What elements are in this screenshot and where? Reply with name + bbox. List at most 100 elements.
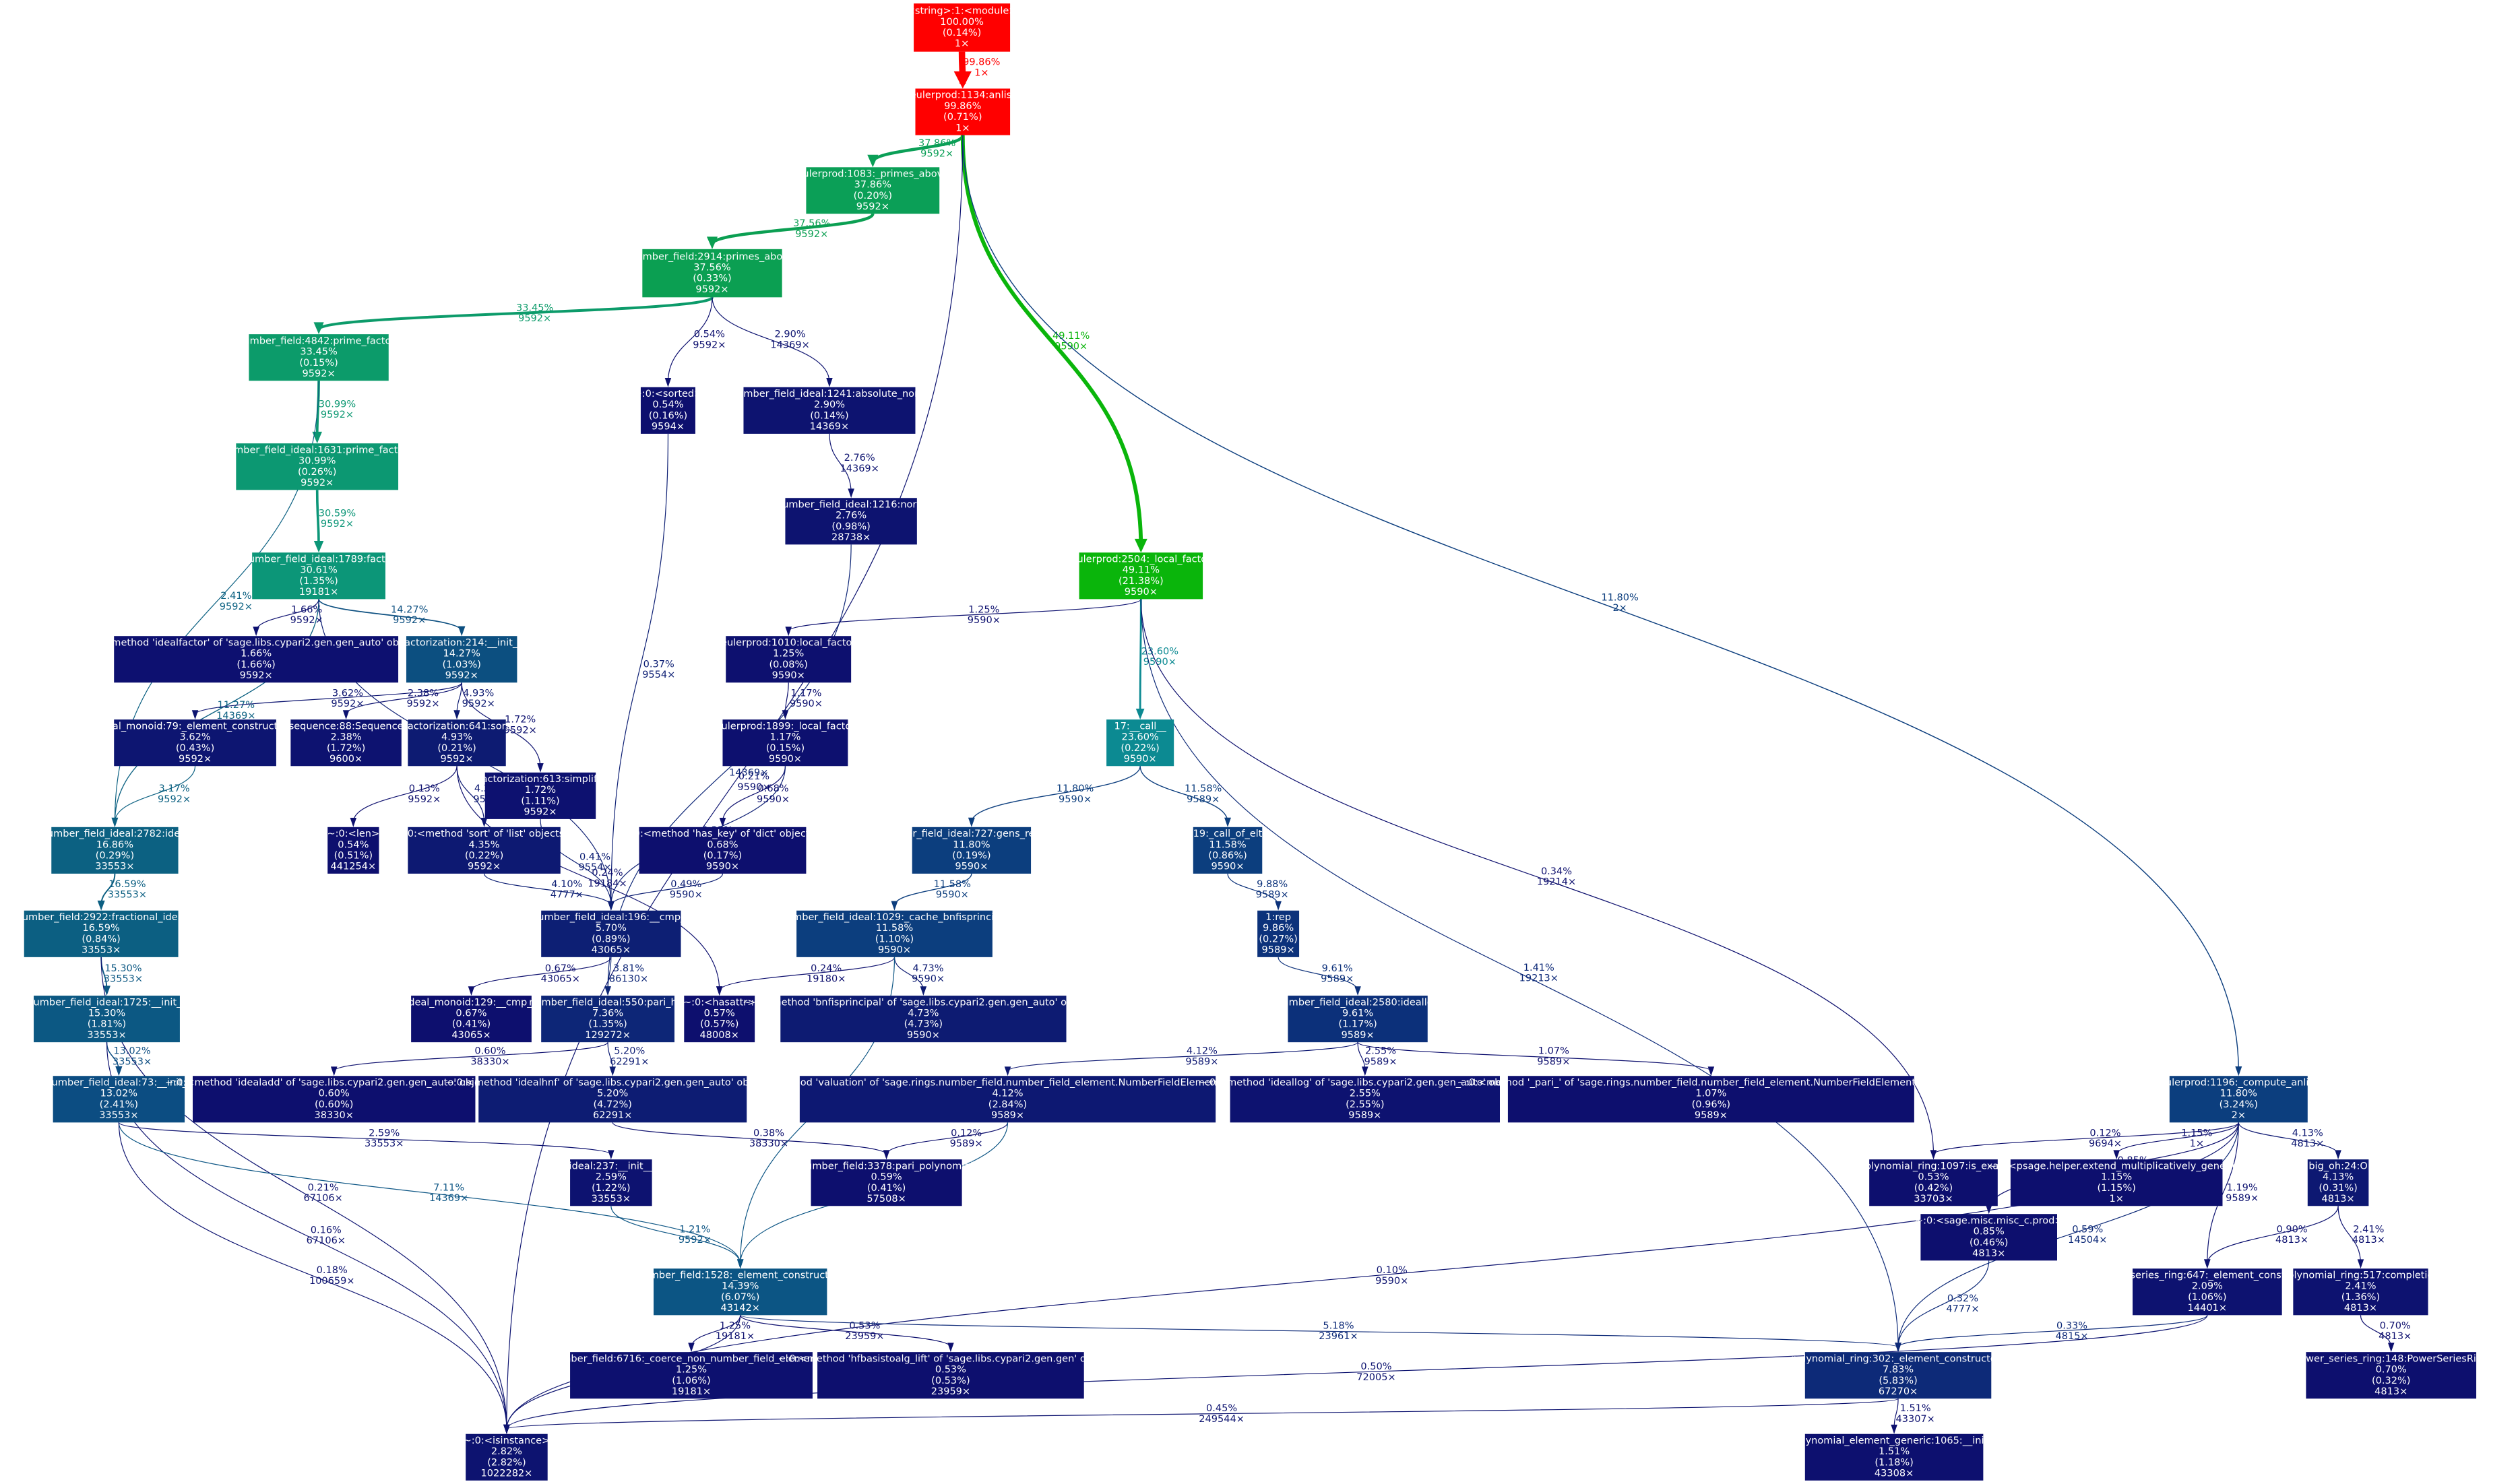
edge-arrow xyxy=(313,322,324,335)
edge xyxy=(1007,1041,1358,1072)
node-label: 1× xyxy=(955,123,970,133)
node-label: ideal:237:__init__ xyxy=(569,1161,654,1171)
edge-label: 0.90% xyxy=(2276,1224,2307,1235)
node-label: power_series_ring:647:_element_construct… xyxy=(2095,1270,2320,1281)
edge xyxy=(318,599,463,632)
edge-arrow xyxy=(848,488,854,498)
edge-label: 4.73% xyxy=(912,963,943,974)
edge-arrow xyxy=(453,710,460,720)
edge-arrow xyxy=(312,431,322,444)
node-label: number_field:4842:prime_factors xyxy=(237,335,400,346)
node-label: 9592× xyxy=(856,201,889,212)
node-label: factorization:214:__init__ xyxy=(401,637,523,648)
edge-label: 86130× xyxy=(609,974,648,985)
node-label: 9590× xyxy=(1211,862,1244,872)
edge-label: 72005× xyxy=(1356,1372,1395,1383)
edge-arrow xyxy=(115,1066,123,1076)
edge-label: 4.13% xyxy=(2292,1128,2323,1138)
node xyxy=(743,387,916,434)
node-label: 0.59% xyxy=(871,1172,902,1183)
edge-label: 1.07% xyxy=(1538,1046,1569,1057)
edge-label: 4.12% xyxy=(1187,1046,1218,1057)
node xyxy=(799,1076,1216,1123)
edge-label: 67106× xyxy=(307,1235,346,1246)
node-label: polynomial_ring:517:completion xyxy=(2281,1270,2439,1281)
node-label: (0.60%) xyxy=(315,1099,353,1110)
edge-label: 33553× xyxy=(108,890,147,901)
node-label: polynomial_ring:302:_element_constructor… xyxy=(1791,1353,2005,1364)
node-label: 67270× xyxy=(1879,1386,1918,1397)
node-label: (0.08%) xyxy=(769,659,807,670)
node-label: 7.83% xyxy=(1883,1365,1914,1376)
node xyxy=(1804,1352,1992,1399)
node-label: 23.60% xyxy=(1121,732,1158,743)
edge-arrow xyxy=(313,541,324,553)
node-label: (1.22%) xyxy=(592,1183,630,1194)
node-label: ~:0:<method 'ideallog' of 'sage.libs.cyp… xyxy=(1198,1077,1532,1088)
node-label: (0.22%) xyxy=(1121,743,1159,754)
edge-label: 23961× xyxy=(1319,1331,1358,1342)
node-label: 9590× xyxy=(1124,754,1157,765)
node-label: (5.83%) xyxy=(1879,1376,1917,1386)
edge-label: 9589× xyxy=(1537,1056,1570,1067)
node-label: ~:0:<method 'has_key' of 'dict' objects> xyxy=(623,829,823,839)
edge-arrow xyxy=(1275,901,1282,911)
edge xyxy=(610,873,724,906)
edge-arrow xyxy=(782,710,789,720)
edge-arrow xyxy=(503,1424,510,1434)
node-label: (1.35%) xyxy=(588,1019,627,1030)
node-label: 2.76% xyxy=(836,511,867,521)
node xyxy=(24,910,179,957)
node-label: factorization:641:sort xyxy=(404,721,510,732)
edge-arrow xyxy=(1891,1424,1897,1434)
node-label: (0.19%) xyxy=(952,850,990,861)
edge xyxy=(667,297,713,383)
node-label: 1.66% xyxy=(241,649,272,659)
edge-arrow xyxy=(953,71,972,89)
node-label: ideal_monoid:129:__cmp__ xyxy=(406,997,537,1008)
edge-label: 0.54% xyxy=(694,329,725,340)
edge-label: 1.66% xyxy=(291,604,322,615)
node-label: 441254× xyxy=(331,862,377,872)
edge-label: 0.12% xyxy=(951,1128,982,1138)
node-label: (0.32%) xyxy=(2372,1376,2410,1386)
node-label: 19181× xyxy=(672,1386,711,1397)
edge xyxy=(1897,1314,2208,1348)
edge xyxy=(893,957,924,991)
node-label: (0.89%) xyxy=(592,934,630,944)
edge-label: 0.41% xyxy=(579,851,610,862)
edge-label: 37.56% xyxy=(793,218,830,229)
node-label: 13.02% xyxy=(100,1089,137,1099)
edge-arrow xyxy=(1930,1150,1937,1160)
node xyxy=(541,996,674,1043)
edge-label: 2.41% xyxy=(220,591,251,602)
edge-arrow xyxy=(111,817,119,827)
edge-label: 43307× xyxy=(1895,1414,1934,1425)
edge xyxy=(1932,1122,2239,1155)
node xyxy=(411,996,532,1043)
edge-label: 4813× xyxy=(2379,1331,2412,1342)
edge-arrow xyxy=(103,986,111,996)
edge-label: 9590× xyxy=(757,794,790,805)
node-label: number_field_ideal:2580:ideallog xyxy=(1276,997,1439,1008)
node-label: 4.35% xyxy=(468,839,499,850)
edge-label: 14369× xyxy=(429,1193,468,1204)
edge-label: 9592× xyxy=(693,340,726,350)
edge-label: 9589× xyxy=(950,1138,983,1149)
node-label: 62291× xyxy=(593,1110,632,1121)
edge xyxy=(456,766,485,822)
edge xyxy=(506,1315,2208,1429)
node-label: (4.72%) xyxy=(593,1099,631,1110)
edge-label: 100659× xyxy=(309,1276,355,1287)
edge xyxy=(334,1041,608,1072)
node-label: 9590× xyxy=(907,1030,940,1041)
edge-arrow xyxy=(920,986,927,996)
edge-label: 1× xyxy=(2190,1138,2204,1149)
node-label: polynomial_element_generic:1065:__init__ xyxy=(1790,1435,1998,1446)
edge-label: 19181× xyxy=(716,1331,755,1342)
node-label: 9592× xyxy=(524,807,557,818)
edge-arrow xyxy=(350,817,357,827)
node xyxy=(406,636,517,683)
edge xyxy=(118,1122,507,1429)
node-label: 4.73% xyxy=(908,1008,939,1019)
